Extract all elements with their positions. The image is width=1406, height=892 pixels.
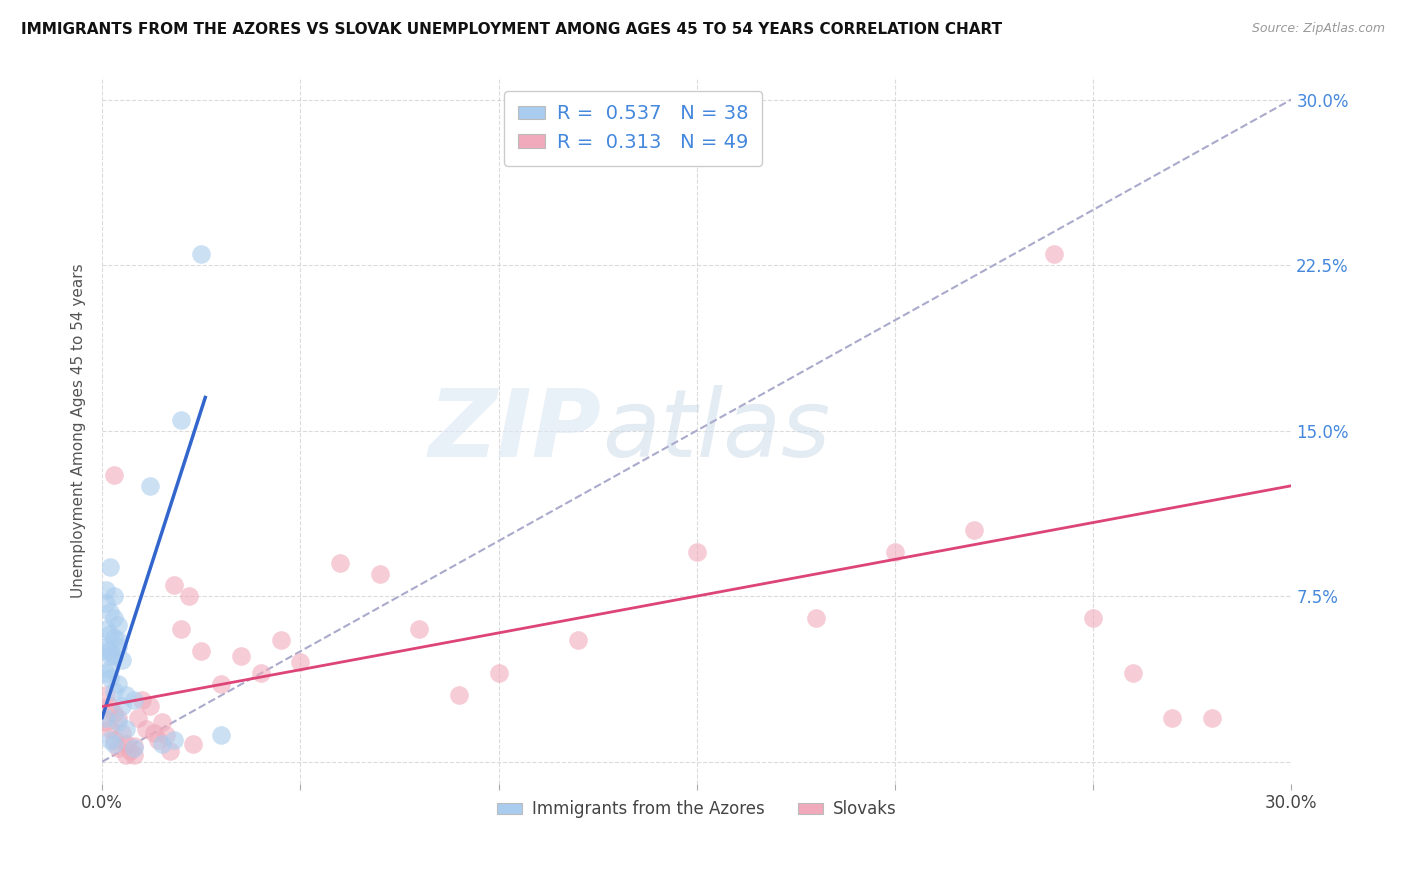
Point [155, 728, 177, 742]
Point [488, 666, 510, 681]
Point [122, 747, 145, 762]
Point [249, 666, 271, 681]
Point [159, 744, 181, 758]
Text: IMMIGRANTS FROM THE AZORES VS SLOVAK UNEMPLOYMENT AMONG AGES 45 TO 54 YEARS CORR: IMMIGRANTS FROM THE AZORES VS SLOVAK UNE… [21, 22, 1002, 37]
Point [183, 737, 205, 751]
Point [111, 653, 134, 667]
Point [190, 247, 212, 261]
Point [107, 633, 129, 648]
Point [115, 747, 138, 762]
Point [103, 467, 125, 482]
Point [1122, 666, 1144, 681]
Point [804, 611, 827, 625]
Point [111, 699, 134, 714]
Point [150, 714, 173, 729]
Text: ZIP: ZIP [429, 384, 602, 476]
Point [103, 706, 125, 720]
Point [96, 582, 118, 597]
Point [329, 556, 352, 570]
Point [127, 710, 149, 724]
Point [118, 744, 141, 758]
Y-axis label: Unemployment Among Ages 45 to 54 years: Unemployment Among Ages 45 to 54 years [72, 263, 86, 598]
Point [98, 699, 121, 714]
Point [103, 737, 125, 751]
Point [103, 589, 125, 603]
Point [115, 689, 138, 703]
Point [98, 605, 121, 619]
Point [139, 699, 162, 714]
Point [1161, 710, 1184, 724]
Point [96, 640, 118, 654]
Point [170, 622, 193, 636]
Point [162, 578, 184, 592]
Point [107, 677, 129, 691]
Point [96, 666, 118, 681]
Point [96, 644, 118, 658]
Point [103, 732, 125, 747]
Point [96, 596, 118, 610]
Point [122, 693, 145, 707]
Point [103, 648, 125, 663]
Point [270, 633, 292, 648]
Point [142, 726, 165, 740]
Point [96, 622, 118, 636]
Point [98, 732, 121, 747]
Point [162, 732, 184, 747]
Point [1042, 247, 1064, 261]
Point [686, 545, 709, 559]
Point [209, 728, 232, 742]
Point [107, 640, 129, 654]
Point [98, 671, 121, 685]
Point [1201, 710, 1223, 724]
Point [107, 714, 129, 729]
Point [107, 741, 129, 756]
Point [98, 722, 121, 736]
Point [98, 644, 121, 658]
Point [103, 611, 125, 625]
Point [122, 739, 145, 754]
Point [190, 644, 212, 658]
Text: Source: ZipAtlas.com: Source: ZipAtlas.com [1251, 22, 1385, 36]
Point [135, 722, 157, 736]
Point [115, 722, 138, 736]
Point [96, 714, 118, 729]
Point [107, 617, 129, 632]
Point [209, 677, 232, 691]
Point [107, 710, 129, 724]
Point [131, 693, 153, 707]
Point [368, 567, 391, 582]
Point [884, 545, 907, 559]
Legend: Immigrants from the Azores, Slovaks: Immigrants from the Azores, Slovaks [491, 794, 904, 825]
Point [179, 589, 201, 603]
Point [447, 689, 470, 703]
Point [96, 710, 118, 724]
Point [122, 741, 145, 756]
Point [103, 684, 125, 698]
Point [98, 648, 121, 663]
Point [150, 737, 173, 751]
Point [103, 631, 125, 645]
Point [98, 662, 121, 676]
Point [96, 689, 118, 703]
Point [115, 737, 138, 751]
Point [408, 622, 430, 636]
Point [146, 732, 169, 747]
Text: atlas: atlas [602, 385, 830, 476]
Point [290, 656, 312, 670]
Point [111, 726, 134, 740]
Point [98, 560, 121, 574]
Point [963, 523, 986, 537]
Point [567, 633, 589, 648]
Point [229, 648, 252, 663]
Point [98, 626, 121, 640]
Point [139, 479, 162, 493]
Point [1081, 611, 1104, 625]
Point [170, 412, 193, 426]
